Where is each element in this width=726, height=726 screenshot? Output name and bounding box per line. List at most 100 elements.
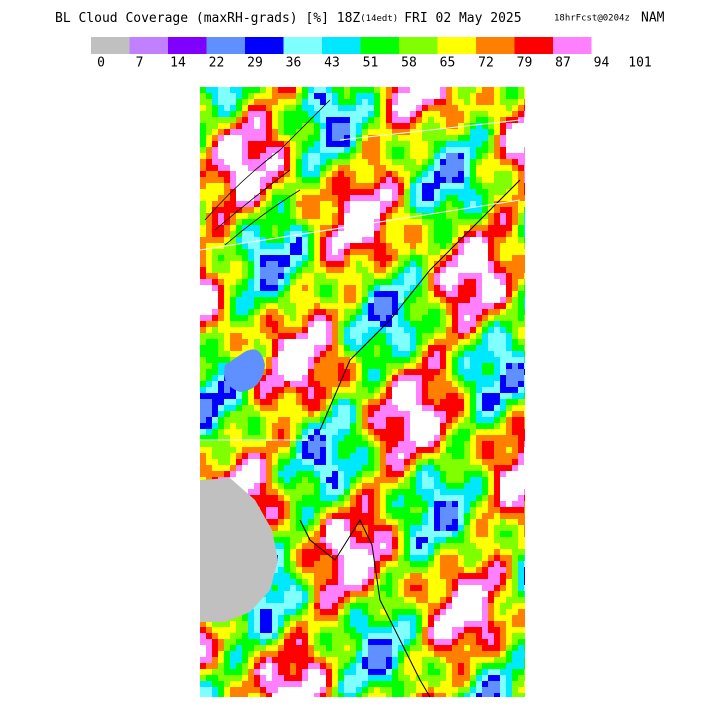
field-cell — [416, 495, 422, 501]
field-cell — [476, 465, 482, 471]
field-cell — [290, 519, 296, 525]
field-cell — [500, 501, 506, 507]
field-cell — [398, 591, 404, 597]
field-cell — [314, 375, 320, 381]
field-cell — [224, 153, 230, 159]
field-cell — [242, 93, 248, 99]
field-cell — [512, 123, 518, 129]
field-cell — [452, 489, 458, 495]
field-cell — [524, 399, 525, 405]
field-cell — [308, 381, 314, 387]
field-cell — [392, 183, 398, 189]
field-cell — [476, 357, 482, 363]
field-cell — [272, 381, 278, 387]
field-cell — [350, 597, 356, 603]
field-cell — [386, 573, 392, 579]
field-cell — [368, 147, 374, 153]
field-cell — [398, 417, 404, 423]
field-cell — [224, 297, 230, 303]
field-cell — [314, 591, 320, 597]
field-cell — [398, 165, 404, 171]
field-cell — [266, 303, 272, 309]
field-cell — [374, 357, 380, 363]
field-cell — [512, 201, 518, 207]
field-cell — [494, 171, 500, 177]
field-cell — [452, 447, 458, 453]
field-cell — [296, 219, 302, 225]
field-cell — [254, 273, 260, 279]
field-cell — [518, 153, 524, 159]
field-cell — [500, 399, 506, 405]
field-cell — [410, 339, 416, 345]
field-cell — [434, 525, 440, 531]
field-cell — [392, 225, 398, 231]
field-cell — [404, 285, 410, 291]
field-cell — [224, 285, 230, 291]
field-cell — [404, 453, 410, 459]
field-cell — [236, 453, 242, 459]
field-cell — [488, 597, 494, 603]
field-cell — [518, 321, 524, 327]
field-cell — [356, 315, 362, 321]
field-cell — [422, 345, 428, 351]
field-cell — [404, 369, 410, 375]
field-cell — [506, 183, 512, 189]
field-cell — [374, 267, 380, 273]
field-cell — [272, 117, 278, 123]
field-cell — [224, 249, 230, 255]
field-cell — [398, 153, 404, 159]
field-cell — [254, 405, 260, 411]
field-cell — [368, 261, 374, 267]
field-cell — [302, 285, 308, 291]
field-cell — [356, 585, 362, 591]
field-cell — [482, 543, 488, 549]
field-cell — [266, 393, 272, 399]
field-cell — [386, 123, 392, 129]
field-cell — [362, 333, 368, 339]
field-cell — [416, 357, 422, 363]
field-cell — [422, 255, 428, 261]
field-cell — [452, 381, 458, 387]
field-cell — [218, 87, 224, 93]
field-cell — [284, 495, 290, 501]
field-cell — [326, 579, 332, 585]
field-cell — [416, 453, 422, 459]
field-cell — [404, 201, 410, 207]
field-cell — [476, 243, 482, 249]
field-cell — [200, 159, 206, 165]
field-cell — [524, 513, 525, 519]
field-cell — [200, 213, 206, 219]
field-cell — [398, 177, 404, 183]
field-cell — [242, 399, 248, 405]
field-cell — [314, 519, 320, 525]
field-cell — [290, 231, 296, 237]
field-cell — [386, 519, 392, 525]
field-cell — [236, 477, 242, 483]
field-cell — [302, 621, 308, 627]
field-cell — [386, 603, 392, 609]
field-cell — [206, 105, 212, 111]
field-cell — [446, 117, 452, 123]
field-cell — [434, 165, 440, 171]
field-cell — [512, 483, 518, 489]
field-cell — [428, 537, 434, 543]
field-cell — [392, 231, 398, 237]
field-cell — [398, 225, 404, 231]
field-cell — [458, 609, 464, 615]
field-cell — [338, 309, 344, 315]
field-cell — [266, 507, 272, 513]
field-cell — [314, 105, 320, 111]
field-cell — [404, 489, 410, 495]
field-cell — [332, 129, 338, 135]
field-cell — [302, 153, 308, 159]
field-cell — [464, 609, 470, 615]
field-cell — [350, 603, 356, 609]
field-cell — [314, 531, 320, 537]
field-cell — [296, 273, 302, 279]
field-cell — [248, 621, 254, 627]
field-cell — [458, 225, 464, 231]
field-cell — [380, 387, 386, 393]
field-cell — [344, 501, 350, 507]
field-cell — [488, 273, 494, 279]
field-cell — [428, 249, 434, 255]
